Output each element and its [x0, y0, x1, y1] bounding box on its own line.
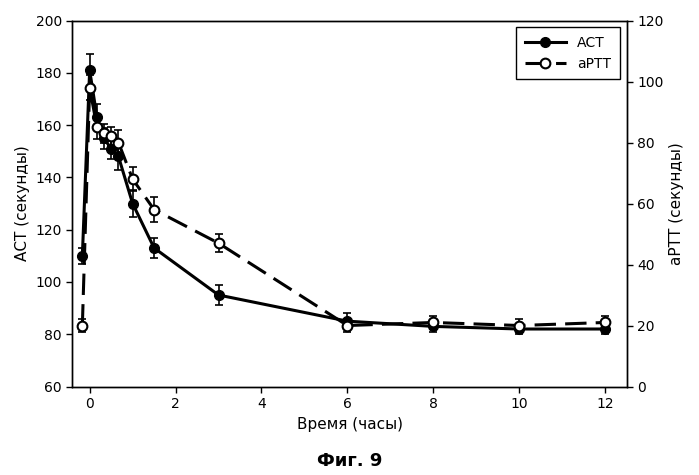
Text: Фиг. 9: Фиг. 9: [317, 452, 382, 470]
X-axis label: Время (часы): Время (часы): [296, 417, 403, 431]
Y-axis label: АСТ (секунды): АСТ (секунды): [15, 146, 30, 261]
Y-axis label: аРТТ (секунды): аРТТ (секунды): [669, 142, 684, 265]
Legend: АСТ, аРТТ: АСТ, аРТТ: [517, 28, 620, 79]
